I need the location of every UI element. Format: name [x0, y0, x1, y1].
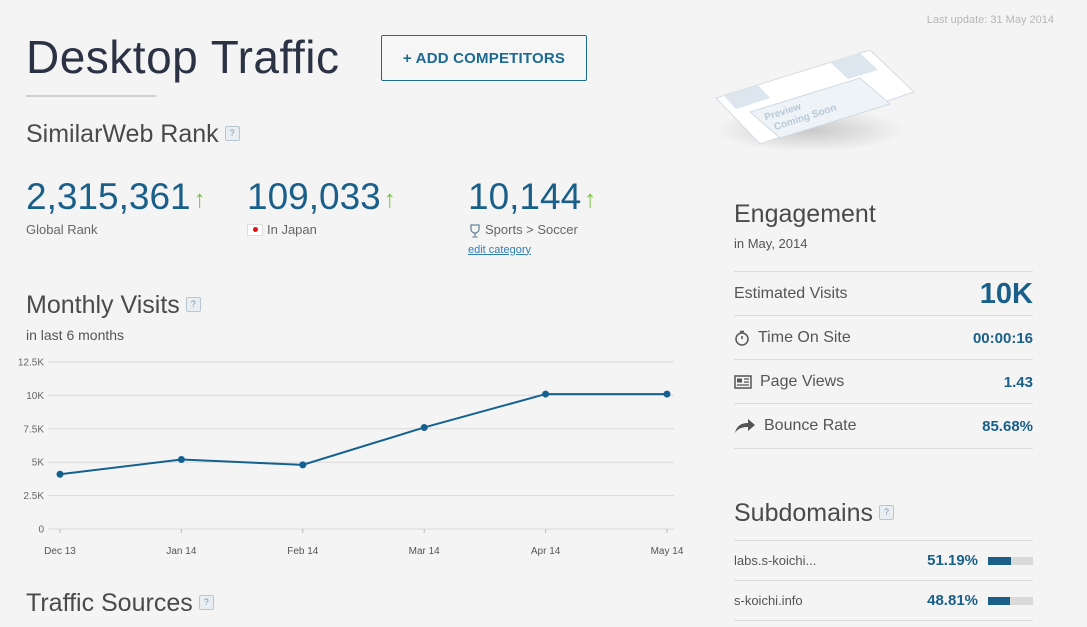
y-tick-label: 7.5K	[23, 424, 44, 435]
rank-section-title: SimilarWeb Rank?	[26, 120, 240, 149]
y-tick-label: 5K	[32, 458, 45, 469]
subdomains-title-text: Subdomains	[734, 499, 873, 527]
engagement-subtitle: in May, 2014	[734, 236, 808, 251]
global-rank-value: 2,315,361	[26, 176, 191, 217]
time-on-site-label: Time On Site	[758, 329, 851, 346]
country-rank: 109,033 ↑ In Japan	[247, 176, 396, 237]
stopwatch-icon	[735, 330, 749, 346]
data-point	[663, 390, 671, 398]
subdomain-row[interactable]: labs.s-koichi... 51.19%	[734, 540, 1033, 580]
help-icon[interactable]: ?	[198, 594, 214, 610]
traffic-sources-title: Traffic Sources?	[26, 589, 214, 618]
help-icon[interactable]: ?	[185, 296, 201, 312]
trophy-icon	[470, 223, 480, 238]
time-on-site-row: Time On Site 00:00:16	[734, 315, 1033, 360]
estimated-visits-row: Estimated Visits 10K	[734, 271, 1033, 316]
data-point	[542, 390, 550, 398]
series-line	[59, 393, 667, 476]
up-arrow-icon: ↑	[383, 186, 396, 213]
page-views-icon	[734, 375, 752, 389]
traffic-sources-title-text: Traffic Sources	[26, 589, 193, 617]
subdomain-percent: 51.19%	[927, 552, 978, 569]
monthly-visits-title-text: Monthly Visits	[26, 291, 180, 319]
x-tick-label: Apr 14	[531, 546, 561, 557]
subdomain-share-fill	[988, 596, 1010, 605]
bounce-rate-value: 85.68%	[982, 417, 1033, 435]
subdomain-name: labs.s-koichi...	[734, 553, 817, 568]
data-point	[299, 461, 307, 469]
subdomain-share-fill	[988, 556, 1012, 565]
y-tick-label: 2.5K	[23, 491, 44, 502]
data-point	[420, 423, 428, 431]
bounce-rate-label: Bounce Rate	[764, 417, 857, 434]
up-arrow-icon: ↑	[584, 186, 597, 213]
x-tick-label: May 14	[651, 546, 684, 557]
help-icon[interactable]: ?	[878, 504, 894, 520]
y-tick-label: 0	[38, 525, 44, 536]
page-views-label: Page Views	[760, 373, 845, 390]
last-update: Last update: 31 May 2014	[926, 14, 1054, 26]
global-rank-label: Global Rank	[26, 222, 98, 237]
title-divider	[26, 95, 156, 97]
edit-category-link[interactable]: edit category	[468, 243, 531, 256]
page-title: Desktop Traffic	[26, 31, 340, 83]
data-point	[177, 456, 185, 464]
bounce-rate-row: Bounce Rate 85.68%	[734, 403, 1033, 449]
global-rank: 2,315,361 ↑ Global Rank	[26, 176, 206, 237]
bounce-arrow-icon	[735, 419, 755, 433]
estimated-visits-value: 10K	[979, 277, 1033, 310]
page-views-row: Page Views 1.43	[734, 359, 1033, 404]
category-rank: 10,144 ↑ Sports > Soccer edit category	[468, 176, 596, 256]
x-tick-label: Feb 14	[287, 546, 319, 557]
add-competitors-button[interactable]: + ADD COMPETITORS	[381, 35, 587, 81]
japan-flag-icon	[247, 223, 263, 236]
engagement-title: Engagement	[734, 200, 876, 228]
y-tick-label: 12.5K	[18, 358, 44, 369]
time-on-site-value: 00:00:16	[972, 329, 1033, 347]
subdomains-title: Subdomains?	[734, 499, 894, 528]
monthly-visits-subtitle: in last 6 months	[26, 327, 125, 343]
data-point	[56, 470, 64, 478]
subdomain-share-bar	[988, 556, 1033, 565]
page-views-value: 1.43	[1003, 373, 1033, 391]
category-rank-value: 10,144	[468, 176, 582, 217]
x-tick-label: Mar 14	[409, 546, 441, 557]
subdomain-percent: 48.81%	[927, 592, 978, 609]
up-arrow-icon: ↑	[193, 186, 206, 213]
estimated-visits-label: Estimated Visits	[734, 285, 848, 302]
subdomain-share-bar	[988, 596, 1033, 605]
y-tick-label: 10K	[26, 391, 44, 402]
category-rank-label: Sports > Soccer	[485, 222, 578, 237]
subdomain-row[interactable]: s-koichi.info 48.81%	[734, 580, 1033, 621]
rank-title: SimilarWeb Rank	[26, 120, 219, 148]
x-tick-label: Dec 13	[44, 546, 76, 557]
country-rank-label: In Japan	[267, 222, 317, 237]
subdomain-name: s-koichi.info	[734, 593, 803, 608]
preview-placeholder: Preview Coming Soon	[710, 48, 920, 163]
country-rank-value: 109,033	[247, 176, 381, 217]
help-icon[interactable]: ?	[224, 125, 240, 141]
monthly-visits-title: Monthly Visits?	[26, 291, 201, 320]
x-tick-label: Jan 14	[166, 546, 196, 557]
